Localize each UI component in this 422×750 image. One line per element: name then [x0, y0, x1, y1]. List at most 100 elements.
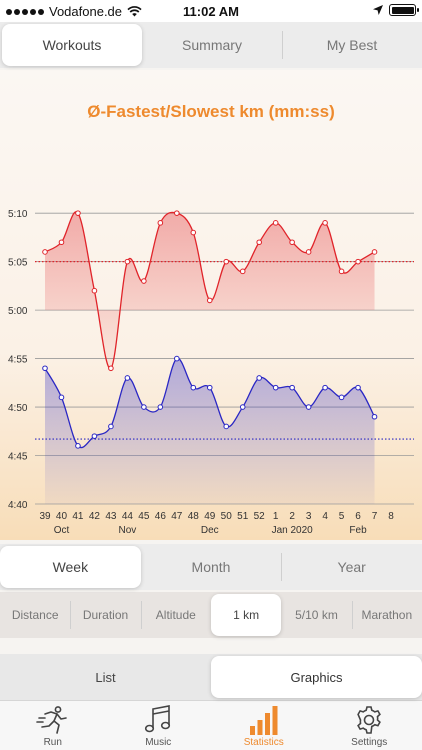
x-tick-label: 44	[122, 511, 134, 522]
data-point	[223, 423, 230, 430]
x-tick-label: 3	[306, 511, 312, 522]
x-tick-label: 52	[254, 511, 266, 522]
chart-panel: Ø-Fastest/Slowest km (mm:ss) 4:40 4:45 4:5…	[0, 70, 422, 540]
data-point	[124, 375, 131, 381]
bar-chart-icon	[249, 706, 278, 735]
tab-altitude[interactable]: Altitude	[140, 592, 211, 638]
data-point	[239, 404, 246, 410]
data-point	[338, 394, 345, 401]
tab-week[interactable]: Week	[0, 546, 141, 588]
y-tick-label: 5:00	[8, 306, 28, 317]
data-point	[108, 365, 114, 372]
month-label: Dec	[201, 525, 219, 536]
x-tick-label: 39	[39, 511, 51, 522]
x-tick-label: 4	[322, 511, 328, 522]
tab-5-10km[interactable]: 5/10 km	[295, 608, 338, 622]
data-point	[58, 239, 65, 246]
data-point	[272, 220, 279, 226]
series-area	[45, 358, 375, 504]
data-point	[174, 355, 180, 362]
data-point	[322, 220, 328, 226]
month-label: Jan 2020	[272, 525, 314, 536]
x-tick-label: 49	[204, 511, 216, 522]
data-point	[190, 384, 197, 391]
series-line	[44, 211, 375, 369]
x-tick-label: 5	[339, 511, 345, 522]
data-point	[371, 413, 378, 420]
data-point	[322, 384, 328, 391]
x-tick-label: 45	[138, 511, 150, 522]
data-point	[289, 239, 295, 246]
x-tick-label: 41	[72, 511, 84, 522]
tab-marathon[interactable]: Marathon	[351, 592, 422, 638]
tab-my-best[interactable]: My Best	[282, 22, 422, 68]
bottom-tab-bar: Run Music Statistics Settings	[0, 700, 422, 750]
tab-music-label: Music	[145, 737, 172, 748]
x-tick-label: 43	[105, 511, 117, 522]
metric-segmented-control: Distance Duration Altitude 1 km 5/10 km …	[0, 592, 422, 638]
data-point	[355, 258, 361, 265]
data-point	[174, 210, 180, 216]
x-tick-label: 46	[155, 511, 167, 522]
music-note-icon	[145, 705, 171, 733]
data-point	[157, 404, 164, 410]
tab-month[interactable]: Month	[191, 559, 231, 575]
data-point	[256, 375, 262, 381]
tab-distance[interactable]: Distance	[11, 608, 59, 622]
data-point	[223, 258, 230, 265]
series-area	[45, 211, 375, 369]
tab-workouts[interactable]: Workouts	[2, 24, 142, 66]
x-tick-label: 2	[289, 511, 295, 522]
y-tick-label: 5:05	[8, 258, 28, 269]
tab-1km[interactable]: 1 km	[210, 594, 282, 636]
location-arrow-icon	[373, 5, 383, 15]
data-point	[91, 287, 98, 294]
x-tick-label: 8	[388, 511, 394, 522]
chart-title: Ø-Fastest/Slowest km (mm:ss)	[87, 102, 335, 121]
data-point	[206, 297, 213, 304]
carrier-name: Vodafone.de	[49, 4, 123, 19]
data-point	[75, 443, 81, 449]
x-tick-label: 7	[372, 511, 378, 522]
x-tick-label: 50	[221, 511, 233, 522]
tab-statistics[interactable]: Statistics	[211, 701, 317, 750]
data-point	[141, 278, 147, 284]
y-tick-label: 4:55	[8, 355, 28, 366]
data-point	[239, 268, 246, 275]
status-bar: Vodafone.de 11:02 AM	[0, 0, 422, 22]
y-tick-label: 5:10	[8, 209, 28, 220]
month-label: Oct	[54, 525, 70, 536]
data-point	[206, 384, 213, 391]
view-segmented-control: List Graphics	[0, 654, 422, 700]
tab-graphics[interactable]: Graphics	[211, 656, 422, 698]
tab-year[interactable]: Year	[281, 544, 422, 590]
data-point	[305, 249, 312, 255]
battery-icon	[389, 4, 419, 16]
tab-duration[interactable]: Duration	[70, 592, 140, 638]
data-point	[272, 384, 279, 391]
data-point	[157, 220, 164, 226]
tab-summary[interactable]: Summary	[182, 37, 242, 53]
signal-strength-icon	[6, 8, 44, 15]
data-point	[42, 365, 48, 372]
data-point	[75, 210, 81, 216]
y-tick-label: 4:40	[8, 500, 28, 511]
x-tick-label: 1	[273, 511, 279, 522]
data-point	[108, 423, 114, 430]
data-point	[58, 394, 65, 401]
y-tick-label: 4:50	[8, 403, 28, 414]
data-point	[124, 258, 131, 265]
month-label: Feb	[349, 525, 367, 536]
data-point	[256, 239, 262, 246]
tab-run-label: Run	[43, 737, 62, 748]
top-segmented-control: Workouts Summary My Best	[0, 22, 422, 68]
tab-list[interactable]: List	[95, 669, 116, 685]
x-tick-label: 51	[237, 511, 249, 522]
tab-settings[interactable]: Settings	[317, 701, 422, 750]
tab-music[interactable]: Music	[106, 701, 212, 750]
data-point	[338, 268, 345, 275]
tab-run[interactable]: Run	[0, 701, 106, 750]
x-tick-label: 40	[56, 511, 68, 522]
x-tick-label: 48	[188, 511, 200, 522]
